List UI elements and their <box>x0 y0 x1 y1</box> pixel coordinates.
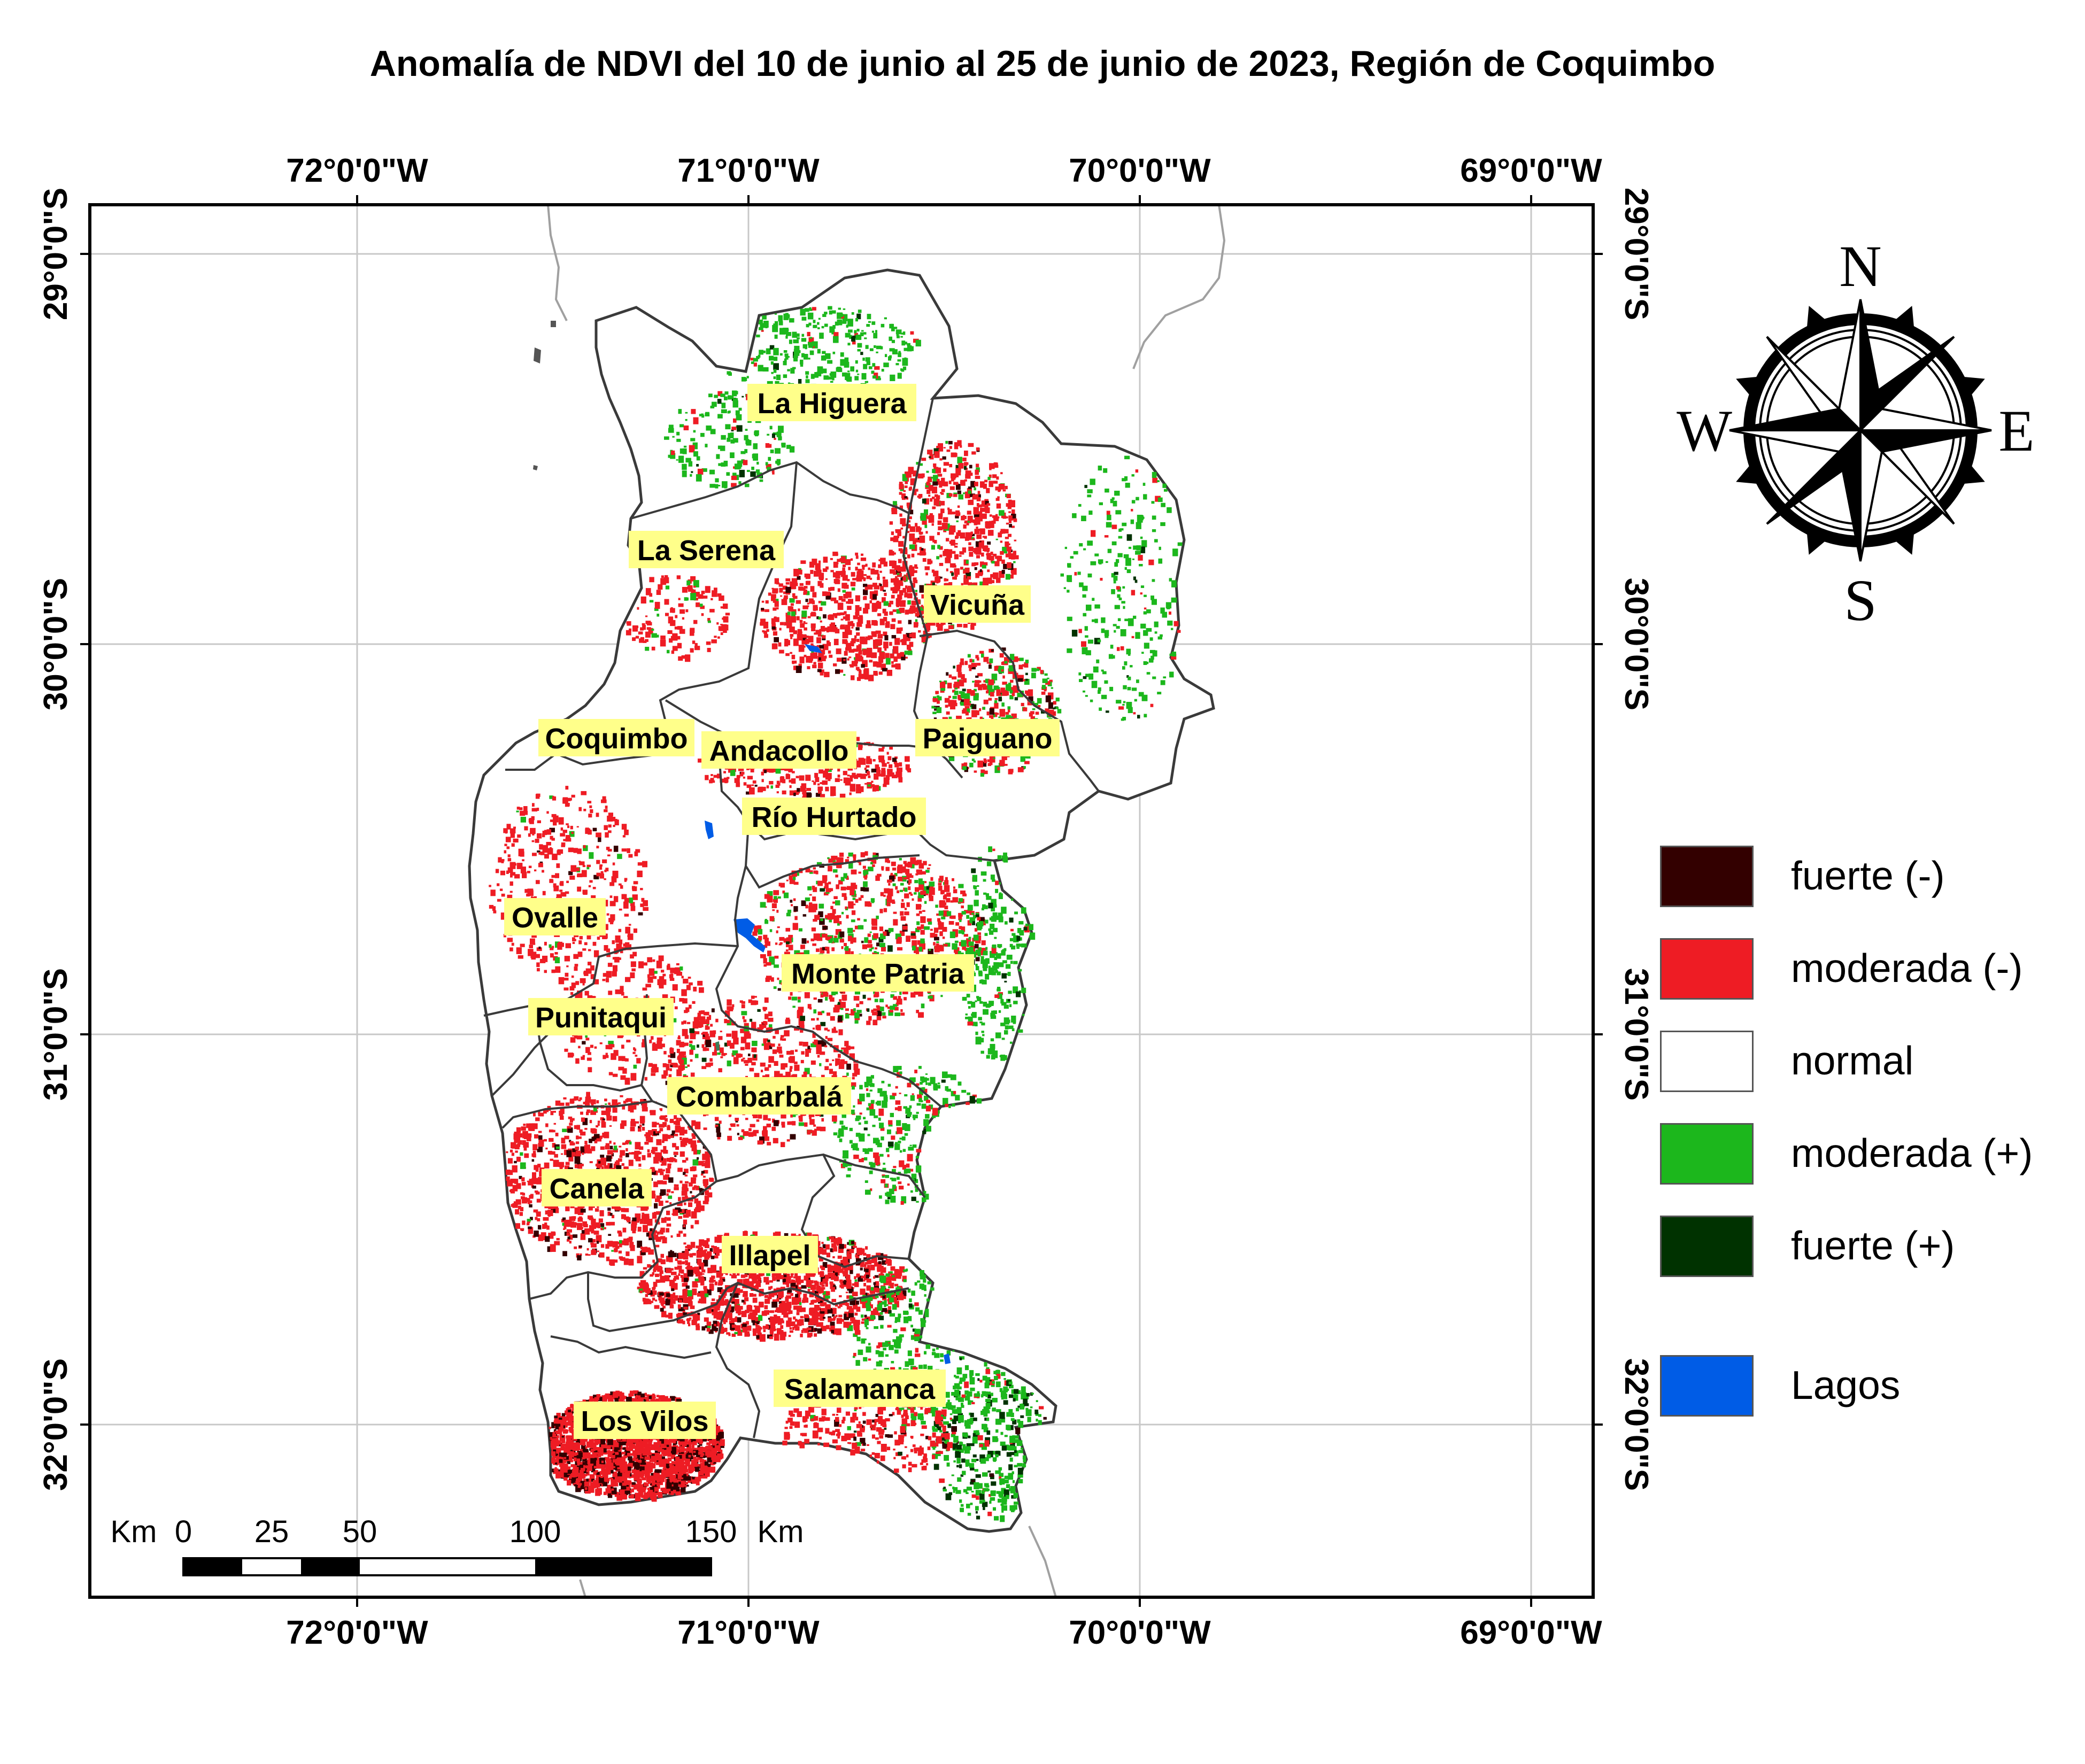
commune-label-paiguano: Paiguano <box>915 719 1060 756</box>
lon-label-top: 69°0'0"W <box>1460 152 1602 189</box>
legend-swatch-strong-negative <box>1660 846 1754 907</box>
legend-label-moderate-positive: moderada (+) <box>1791 1131 2033 1175</box>
lon-label-top: 72°0'0"W <box>286 152 428 189</box>
legend-label-strong-positive: fuerte (+) <box>1791 1223 1955 1268</box>
legend-swatch-moderate-negative <box>1660 938 1754 1000</box>
lon-label-top: 70°0'0"W <box>1069 152 1211 189</box>
commune-label-vicuna: Vicuña <box>924 585 1031 623</box>
lon-label-bottom: 72°0'0"W <box>286 1614 428 1651</box>
lat-label-left: 31°0'0"S <box>37 968 74 1101</box>
lat-label-right: 29°0'0"S <box>1618 188 1655 320</box>
lat-label-left: 29°0'0"S <box>37 188 74 320</box>
legend-swatch-normal <box>1660 1031 1754 1092</box>
compass-n: N <box>1839 234 1881 299</box>
commune-label-la-serena: La Serena <box>629 531 784 568</box>
lat-label-right: 31°0'0"S <box>1618 968 1655 1101</box>
commune-label-ovalle: Ovalle <box>504 898 606 935</box>
commune-label-combarbala: Combarbalá <box>667 1077 851 1115</box>
islands <box>533 321 556 470</box>
scale-tick-150: 150 <box>685 1514 737 1549</box>
scale-unit-right: Km <box>758 1514 804 1549</box>
compass-rose: N S E W <box>1677 234 2035 633</box>
lat-label-right: 30°0'0"S <box>1618 578 1655 710</box>
legend-label-strong-negative: fuerte (-) <box>1791 853 1945 898</box>
lon-label-bottom: 71°0'0"W <box>677 1614 820 1651</box>
legend-label-lakes: Lagos <box>1791 1363 1901 1407</box>
scale-bar: Km 0 25 50 100 150 Km <box>111 1514 804 1576</box>
commune-boundaries <box>483 398 1100 1438</box>
international-border <box>547 205 1226 1597</box>
map-title: Anomalía de NDVI del 10 de junio al 25 d… <box>369 43 1716 84</box>
commune-label-monte-patria: Monte Patria <box>782 954 974 992</box>
lakes-layer <box>705 644 951 1364</box>
scale-unit-left: Km <box>111 1514 157 1549</box>
commune-label-punitaqui: Punitaqui <box>528 998 674 1035</box>
commune-label-la-higuera: La Higuera <box>747 384 916 421</box>
lon-label-bottom: 69°0'0"W <box>1460 1614 1602 1651</box>
scale-tick-50: 50 <box>343 1514 377 1549</box>
commune-label-illapel: Illapel <box>722 1236 818 1273</box>
legend-swatch-moderate-positive <box>1660 1123 1754 1185</box>
compass-s: S <box>1844 568 1876 633</box>
commune-label-salamanca: Salamanca <box>774 1370 946 1407</box>
commune-label-andacollo: Andacollo <box>701 731 856 769</box>
commune-label-los-vilos: Los Vilos <box>574 1402 716 1439</box>
scale-tick-100: 100 <box>509 1514 561 1549</box>
commune-label-rio-hurtado: Río Hurtado <box>742 798 926 835</box>
lon-label-top: 71°0'0"W <box>677 152 820 189</box>
lat-label-left: 32°0'0"S <box>37 1358 74 1491</box>
scale-tick-25: 25 <box>254 1514 289 1549</box>
compass-w: W <box>1677 398 1732 463</box>
lat-label-left: 30°0'0"S <box>37 578 74 710</box>
lat-label-right: 32°0'0"S <box>1618 1358 1655 1491</box>
commune-label-coquimbo: Coquimbo <box>538 719 694 756</box>
scale-tick-0: 0 <box>175 1514 192 1549</box>
commune-label-canela: Canela <box>542 1169 652 1206</box>
compass-e: E <box>1998 398 2034 463</box>
legend-label-normal: normal <box>1791 1038 1914 1083</box>
lon-label-bottom: 70°0'0"W <box>1069 1614 1211 1651</box>
legend-swatch-strong-positive <box>1660 1216 1754 1277</box>
legend-label-moderate-negative: moderada (-) <box>1791 946 2023 991</box>
legend-swatch-lakes <box>1660 1355 1754 1417</box>
